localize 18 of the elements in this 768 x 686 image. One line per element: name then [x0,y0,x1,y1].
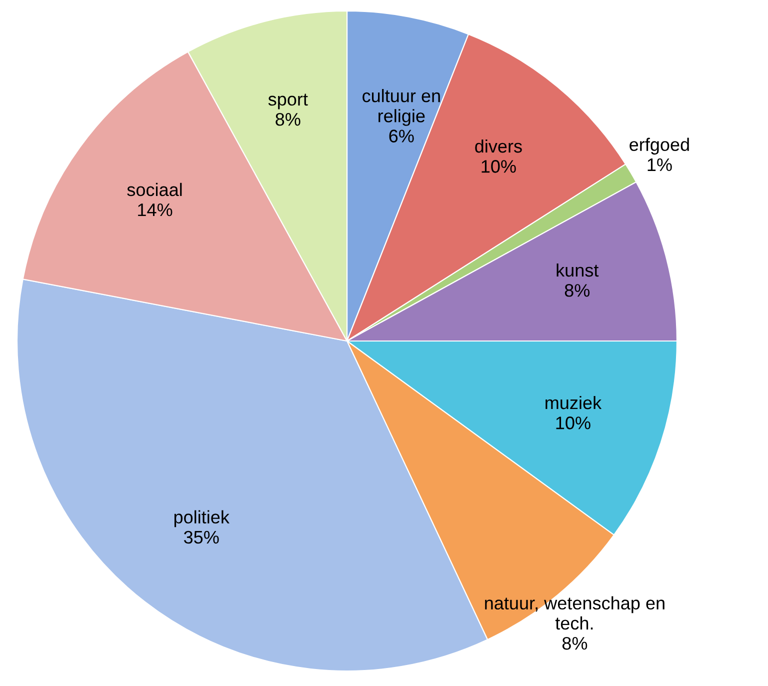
slice-label: natuur, wetenschap en tech. [485,596,664,630]
data-label: 8% [276,112,300,126]
slice-label: sociaal [127,182,182,196]
slice-label: kunst [556,263,599,277]
slice-label: politiek [174,510,230,528]
data-label: 6% [389,130,414,142]
slice-label: cultuur en religie [362,88,440,126]
data-label: 35% [184,530,219,544]
data-label: 1% [648,158,672,172]
slice-label: divers [475,139,522,153]
slice-label: muziek [546,396,602,410]
data-label: 10% [556,416,590,430]
data-label: 8% [564,284,590,297]
slice-label: sport [268,94,308,110]
data-label: 14% [138,204,172,216]
slice-label: erfgoed [630,138,689,155]
data-label: 10% [482,160,516,173]
data-label: 8% [562,636,588,650]
